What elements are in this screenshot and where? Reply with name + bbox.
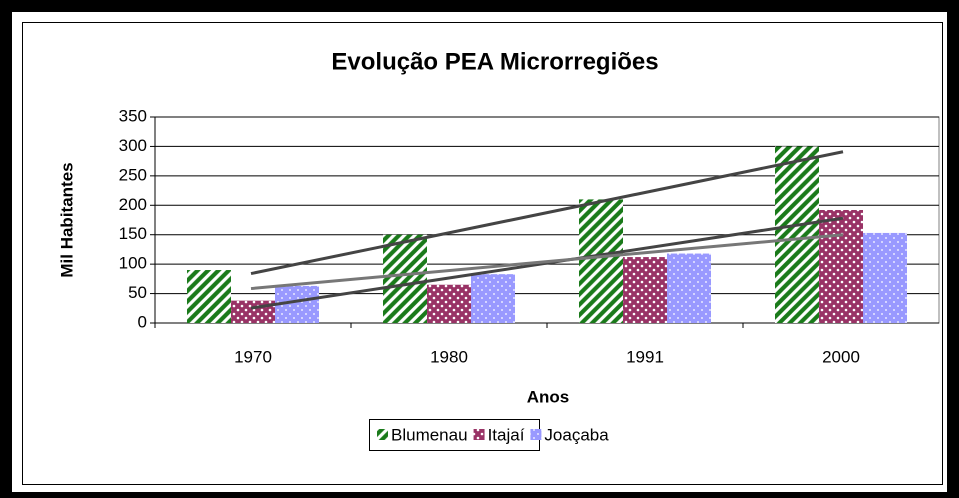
bar	[471, 274, 515, 323]
legend-label: Joaçaba	[544, 425, 609, 444]
y-tick-label: 350	[119, 106, 147, 125]
bar	[623, 257, 667, 323]
legend-box	[369, 419, 540, 451]
bar	[863, 232, 907, 323]
y-axis-title: Mil Habitantes	[57, 162, 76, 277]
bar	[819, 209, 863, 323]
bar	[427, 284, 471, 323]
trend-line	[250, 150, 844, 276]
legend-label: Itajaí	[488, 425, 525, 444]
bar	[383, 234, 427, 323]
trend-line	[250, 233, 844, 291]
bar	[187, 270, 231, 323]
legend-swatch	[377, 429, 388, 440]
y-tick-label: 200	[119, 195, 147, 214]
bar	[775, 146, 819, 323]
bar	[579, 199, 623, 323]
x-tick-label: 1991	[626, 347, 664, 366]
chart-title: Evolução PEA Microrregiões	[331, 48, 658, 75]
legend-swatch	[473, 429, 485, 440]
y-tick-label: 300	[119, 136, 147, 155]
x-tick-label: 1980	[430, 347, 468, 366]
y-tick-label: 100	[119, 254, 147, 273]
legend-swatch	[530, 429, 542, 440]
legend-label: Blumenau	[391, 425, 468, 444]
x-tick-label: 1970	[234, 347, 272, 366]
y-tick-label: 250	[119, 165, 147, 184]
bar	[667, 253, 711, 323]
chart-border	[22, 22, 943, 485]
y-tick-label: 0	[138, 312, 147, 331]
x-tick-label: 2000	[822, 347, 860, 366]
y-tick-label: 50	[128, 283, 147, 302]
y-tick-label: 150	[119, 224, 147, 243]
x-axis-title: Anos	[527, 387, 570, 406]
